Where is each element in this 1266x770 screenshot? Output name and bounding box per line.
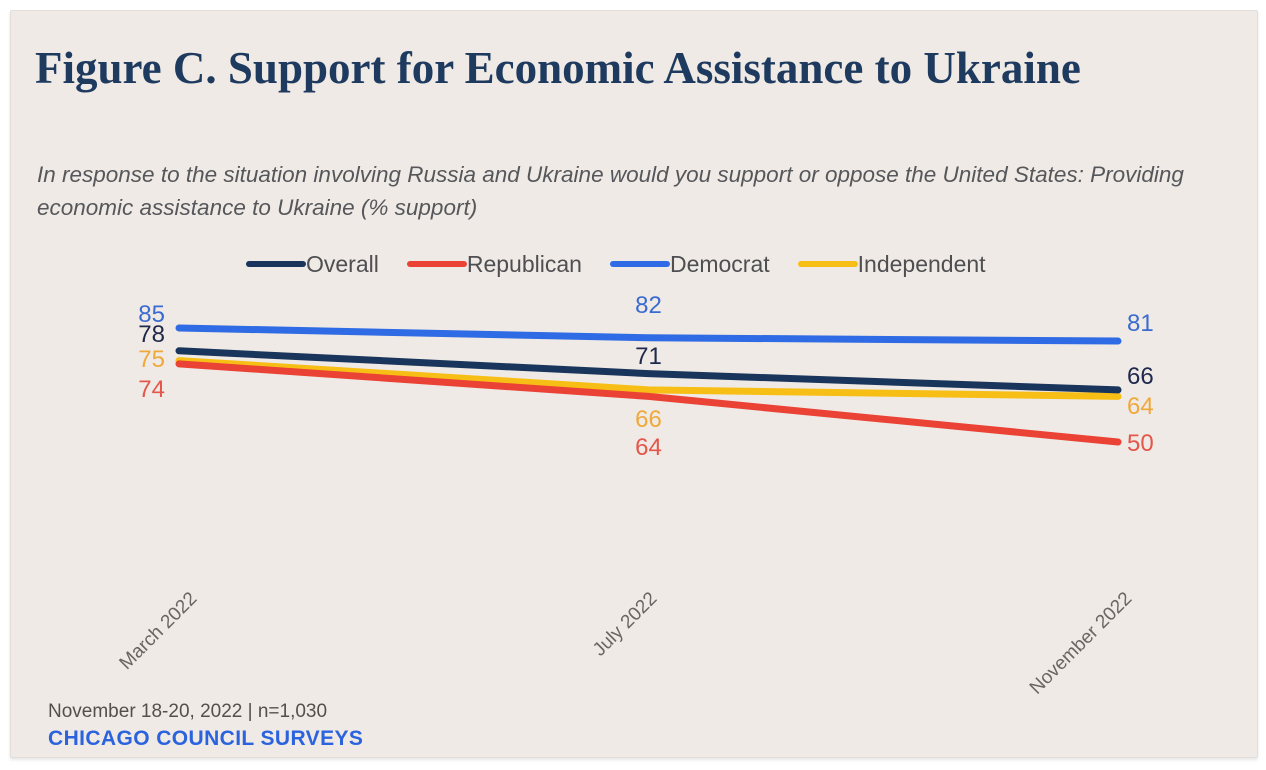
data-label-overall-november-2022: 66 bbox=[1127, 362, 1154, 390]
legend-item-democrat: Democrat bbox=[609, 250, 770, 277]
data-label-republican-july-2022: 64 bbox=[635, 434, 662, 462]
footer: November 18-20, 2022 | n=1,030 CHICAGO C… bbox=[48, 700, 363, 752]
legend-item-independent: Independent bbox=[797, 250, 986, 277]
legend-item-overall: Overall bbox=[246, 250, 379, 277]
data-label-democrat-march-2022: 85 bbox=[138, 300, 165, 328]
chart-subtitle: In response to the situation involving R… bbox=[37, 162, 1184, 220]
line-overall bbox=[175, 347, 1122, 394]
legend-label-democrat: Democrat bbox=[669, 250, 770, 277]
footer-note: November 18-20, 2022 | n=1,030 bbox=[48, 701, 328, 722]
chart-card: Figure C. Support for Economic Assistanc… bbox=[10, 10, 1258, 758]
legend-item-republican: Republican bbox=[406, 250, 582, 277]
data-label-overall-march-2022: 78 bbox=[138, 320, 165, 348]
line-democrat bbox=[175, 324, 1122, 345]
legend: Overall Republican Democrat Independent bbox=[246, 251, 986, 277]
footer-brand: CHICAGO COUNCIL SURVEYS bbox=[48, 727, 364, 750]
legend-label-republican: Republican bbox=[466, 250, 582, 277]
data-label-democrat-november-2022: 81 bbox=[1127, 310, 1154, 338]
legend-label-overall: Overall bbox=[306, 250, 379, 277]
line-republican bbox=[175, 360, 1122, 446]
data-label-overall-july-2022: 71 bbox=[635, 342, 662, 370]
data-label-independent-november-2022: 64 bbox=[1127, 393, 1154, 421]
legend-swatch-overall bbox=[246, 261, 306, 267]
legend-label-independent: Independent bbox=[857, 250, 986, 277]
data-label-independent-march-2022: 75 bbox=[138, 345, 165, 373]
data-label-independent-july-2022: 66 bbox=[635, 405, 662, 433]
legend-swatch-republican bbox=[406, 261, 467, 267]
data-label-republican-march-2022: 74 bbox=[138, 375, 165, 403]
chart-lines bbox=[175, 324, 1122, 446]
legend-swatch-independent bbox=[797, 261, 858, 267]
line-independent bbox=[175, 357, 1122, 400]
legend-swatch-democrat bbox=[609, 261, 670, 267]
data-label-democrat-july-2022: 82 bbox=[635, 291, 662, 319]
chart-title: Figure C. Support for Economic Assistanc… bbox=[35, 43, 1081, 93]
data-label-republican-november-2022: 50 bbox=[1127, 429, 1154, 457]
